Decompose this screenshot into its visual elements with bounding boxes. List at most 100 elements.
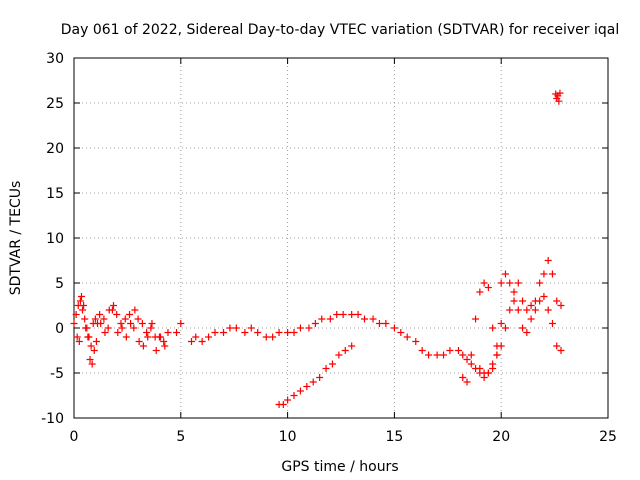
data-point bbox=[148, 320, 156, 327]
data-point bbox=[262, 333, 270, 341]
data-point bbox=[510, 288, 518, 296]
data-point bbox=[390, 324, 398, 332]
data-point bbox=[127, 320, 135, 327]
data-point bbox=[418, 347, 426, 354]
data-point bbox=[335, 351, 343, 359]
data-point bbox=[403, 333, 411, 341]
data-point bbox=[501, 324, 509, 332]
series-descending-arc bbox=[275, 342, 356, 408]
data-point bbox=[205, 333, 213, 341]
data-point bbox=[514, 279, 522, 287]
data-point bbox=[303, 383, 311, 390]
data-point bbox=[433, 351, 441, 359]
data-point bbox=[375, 320, 383, 327]
data-point bbox=[467, 360, 475, 368]
data-point bbox=[548, 320, 556, 327]
y-tick-labels: -10 -5 0 5 10 15 20 25 30 bbox=[41, 51, 64, 427]
data-point bbox=[275, 329, 283, 336]
data-point bbox=[144, 333, 152, 341]
data-point bbox=[484, 284, 492, 291]
x-tick-label: 15 bbox=[385, 429, 403, 445]
x-tick-labels: 0 5 10 15 20 25 bbox=[70, 429, 617, 445]
data-point bbox=[440, 351, 448, 359]
data-point bbox=[135, 338, 143, 345]
data-point bbox=[305, 324, 313, 332]
y-tick-label: 10 bbox=[46, 231, 64, 247]
data-point bbox=[247, 324, 255, 332]
data-point bbox=[309, 378, 317, 386]
data-point bbox=[296, 324, 304, 332]
y-tick-label: 15 bbox=[46, 186, 64, 202]
data-point bbox=[540, 293, 548, 300]
data-point bbox=[76, 297, 84, 305]
data-point bbox=[92, 338, 100, 345]
data-point bbox=[254, 329, 262, 336]
data-point bbox=[121, 315, 129, 323]
data-point bbox=[131, 306, 139, 314]
data-point bbox=[333, 311, 341, 318]
data-point bbox=[544, 306, 552, 314]
data-point bbox=[100, 315, 108, 323]
data-point bbox=[519, 324, 527, 332]
data-point bbox=[177, 320, 185, 327]
data-point bbox=[397, 329, 405, 336]
data-point bbox=[322, 365, 330, 372]
data-point bbox=[316, 374, 324, 381]
data-point bbox=[326, 315, 334, 323]
data-point bbox=[134, 315, 142, 323]
data-point bbox=[138, 320, 146, 327]
data-point bbox=[70, 320, 78, 327]
y-tick-label: -10 bbox=[41, 411, 64, 427]
data-point bbox=[544, 257, 552, 264]
data-point bbox=[557, 302, 565, 309]
data-point bbox=[279, 401, 287, 408]
data-point bbox=[339, 311, 347, 318]
data-point bbox=[97, 320, 105, 327]
x-tick-label: 25 bbox=[599, 429, 617, 445]
data-point bbox=[454, 347, 462, 354]
data-point bbox=[122, 333, 130, 341]
data-point bbox=[497, 279, 505, 287]
series-upper-branch bbox=[459, 257, 565, 386]
data-point bbox=[73, 333, 81, 341]
data-point bbox=[463, 356, 471, 363]
data-point bbox=[104, 324, 112, 332]
data-point bbox=[80, 302, 88, 309]
data-point bbox=[81, 315, 89, 323]
data-point bbox=[369, 315, 377, 323]
data-point bbox=[556, 89, 564, 97]
x-tick-label: 0 bbox=[70, 429, 79, 445]
data-point bbox=[101, 329, 109, 336]
data-point bbox=[519, 297, 527, 305]
data-point bbox=[114, 329, 122, 336]
data-point bbox=[117, 320, 125, 327]
data-point bbox=[160, 338, 168, 345]
data-point bbox=[96, 311, 104, 318]
data-point bbox=[523, 306, 531, 314]
series-outlier bbox=[552, 89, 564, 105]
data-point bbox=[284, 329, 292, 336]
data-point bbox=[523, 329, 531, 336]
data-point bbox=[341, 347, 349, 354]
data-point bbox=[467, 351, 475, 359]
y-tick-label: 0 bbox=[55, 321, 64, 337]
data-point bbox=[164, 329, 172, 336]
data-point bbox=[290, 329, 298, 336]
data-point bbox=[425, 351, 433, 359]
x-tick-label: 5 bbox=[176, 429, 185, 445]
data-point bbox=[82, 324, 90, 332]
data-point bbox=[198, 338, 206, 345]
data-point bbox=[459, 374, 467, 381]
data-point bbox=[497, 320, 505, 327]
data-point bbox=[348, 311, 356, 318]
data-point bbox=[536, 297, 544, 305]
y-tick-label: 5 bbox=[55, 276, 64, 292]
data-point bbox=[232, 324, 240, 332]
data-point bbox=[527, 315, 535, 323]
data-point bbox=[472, 315, 480, 323]
data-point bbox=[118, 324, 126, 332]
data-point bbox=[510, 297, 518, 305]
y-axis-label: SDTVAR / TECUs bbox=[8, 181, 24, 296]
data-point bbox=[484, 369, 492, 377]
plot-frame bbox=[73, 57, 609, 419]
